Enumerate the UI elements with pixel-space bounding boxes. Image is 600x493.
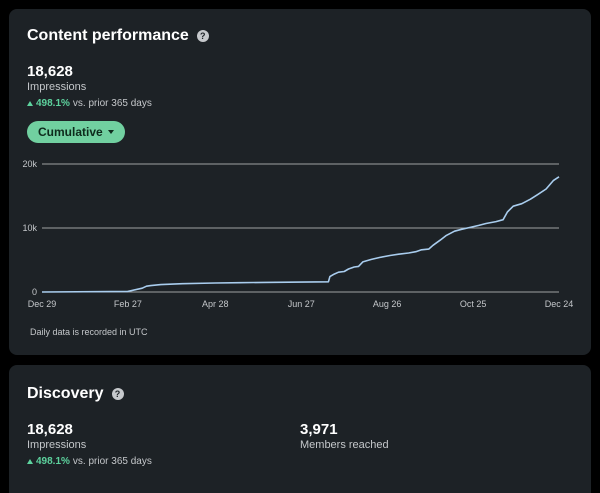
impressions-chart: 0 10k 20k Dec 29 Feb 27 Apr 28 Jun 27 Aug 26 Oct… bbox=[22, 159, 574, 309]
caret-down-icon bbox=[107, 130, 114, 134]
trend-text: vs. prior 365 days bbox=[72, 456, 152, 467]
impressions-label: Impressions bbox=[27, 81, 87, 93]
discovery-impressions-value: 18,628 bbox=[27, 421, 73, 438]
question-circle-icon[interactable]: ? bbox=[196, 30, 209, 42]
question-circle-icon[interactable]: ? bbox=[111, 388, 124, 400]
cumulative-dropdown[interactable]: Cumulative bbox=[27, 121, 125, 143]
y-tick-label: 20k bbox=[22, 159, 37, 169]
trend-up-icon bbox=[27, 459, 33, 464]
discovery-title: Discovery ? bbox=[27, 385, 124, 403]
x-tick-label: Apr 28 bbox=[202, 299, 229, 309]
content-performance-card: Content performance ? 18,628 Impressions… bbox=[9, 9, 591, 355]
trend-percent: 498.1% bbox=[36, 456, 70, 467]
members-reached-label: Members reached bbox=[300, 439, 389, 451]
discovery-impressions-label: Impressions bbox=[27, 439, 87, 451]
x-tick-label: Jun 27 bbox=[288, 299, 315, 309]
members-reached-value: 3,971 bbox=[300, 421, 338, 438]
trend-percent: 498.1% bbox=[36, 98, 70, 109]
x-tick-label: Aug 26 bbox=[373, 299, 402, 309]
discovery-impressions-trend: 498.1% vs. prior 365 days bbox=[27, 456, 152, 467]
x-tick-label: Feb 27 bbox=[114, 299, 142, 309]
series-line-0 bbox=[41, 176, 560, 293]
discovery-card: Discovery ? 18,628 Impressions 498.1% vs… bbox=[9, 365, 591, 493]
x-tick-label: Dec 24 bbox=[545, 299, 574, 309]
y-tick-label: 0 bbox=[32, 287, 37, 297]
x-tick-label: Oct 25 bbox=[460, 299, 487, 309]
content-performance-title: Content performance ? bbox=[27, 27, 209, 45]
trend-up-icon bbox=[27, 101, 33, 106]
dropdown-label: Cumulative bbox=[38, 125, 103, 139]
x-tick-label: Dec 29 bbox=[28, 299, 57, 309]
y-tick-label: 10k bbox=[22, 223, 37, 233]
impressions-trend: 498.1% vs. prior 365 days bbox=[27, 98, 152, 109]
impressions-value: 18,628 bbox=[27, 63, 73, 80]
footnote: Daily data is recorded in UTC bbox=[30, 327, 148, 337]
trend-text: vs. prior 365 days bbox=[72, 98, 152, 109]
